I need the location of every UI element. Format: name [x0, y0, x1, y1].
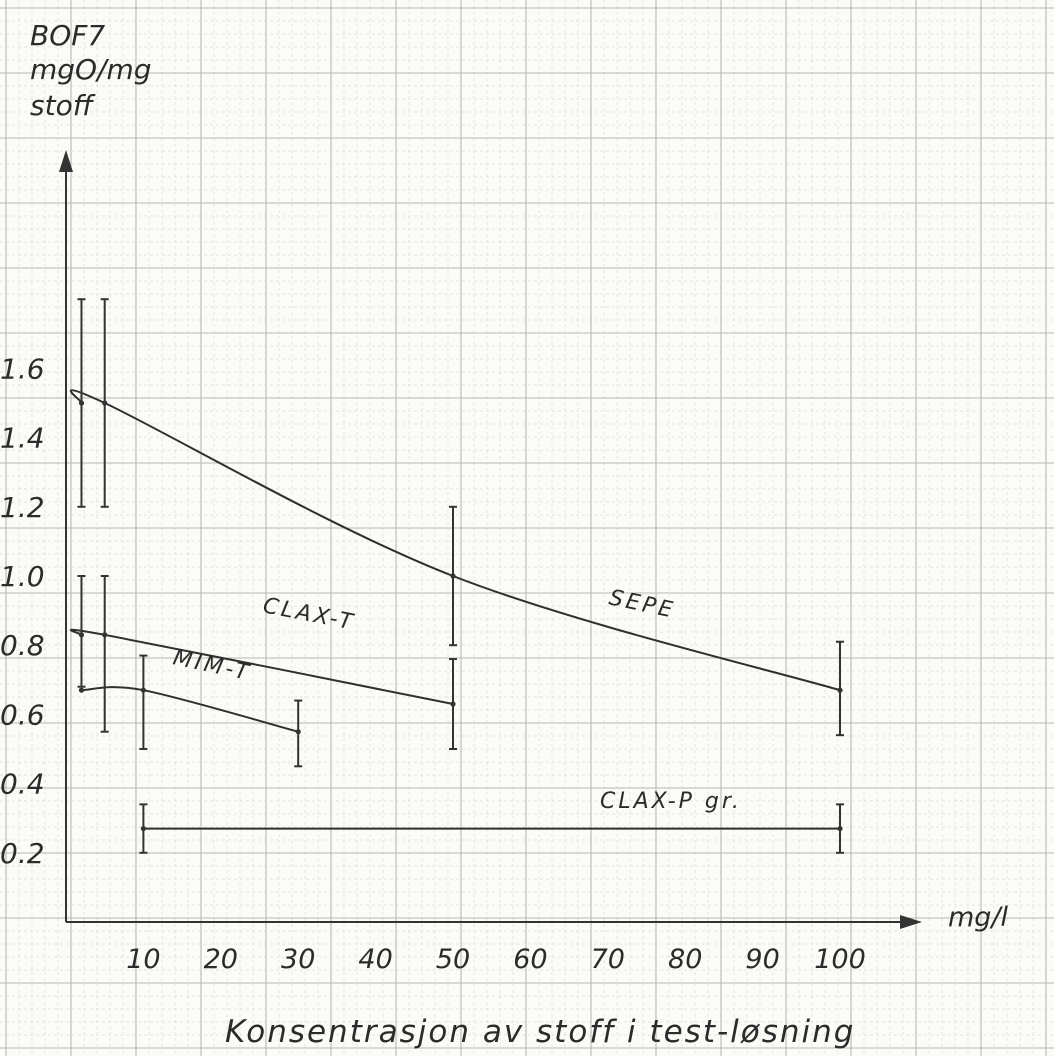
x-axis-title: Konsentrasjon av stoff i test-løsning	[225, 1014, 856, 1050]
series-label: CLAX-T	[261, 593, 358, 635]
x-tick-label: 40	[358, 944, 392, 975]
y-tick-label: 1.6	[0, 352, 45, 385]
y-tick-label: 0.2	[0, 837, 45, 870]
data-point-mim-t	[140, 687, 146, 693]
data-point-clax-p-gr	[837, 825, 843, 832]
series-layer	[69, 298, 844, 854]
tick-labels: 10 20 30 40 50 60 70 80 90 100 0.2 0.4 0.6 0.8 1.0 1.2 1…	[0, 352, 866, 975]
data-point-sepe	[837, 687, 843, 693]
y-tick-label: 0.4	[0, 768, 45, 801]
axes	[59, 150, 922, 929]
x-tick-label: 20	[204, 944, 238, 975]
data-point-clax-t	[450, 701, 456, 707]
x-tick-label: 90	[745, 944, 779, 975]
series-line-clax-t	[69, 628, 454, 706]
y-tick-label: 0.8	[0, 629, 45, 662]
series-label: MIM-T	[171, 645, 254, 686]
x-tick-label: 30	[281, 944, 315, 975]
data-point-sepe	[102, 400, 108, 406]
series-label: SEPE	[607, 585, 678, 623]
y-axis-arrowhead	[59, 150, 73, 172]
data-point-sepe	[78, 400, 85, 406]
data-point-clax-p-gr	[140, 825, 146, 832]
x-tick-label: 10	[126, 944, 160, 975]
x-tick-label: 50	[436, 944, 470, 975]
x-tick-label: 60	[513, 944, 547, 975]
data-point-clax-t	[78, 632, 85, 638]
x-axis-unit: mg/l	[948, 902, 1009, 933]
series-line-sepe	[69, 389, 841, 692]
x-tick-label: 70	[591, 944, 625, 975]
y-tick-label: 1.0	[0, 560, 45, 593]
y-tick-label: 1.2	[0, 491, 45, 524]
data-point-clax-t	[102, 632, 108, 638]
data-point-sepe	[450, 573, 456, 579]
y-tick-label: 0.6	[0, 698, 45, 731]
data-point-mim-t	[295, 729, 301, 735]
x-axis-arrowhead	[900, 915, 922, 929]
x-tick-label: 100	[814, 944, 866, 975]
data-point-mim-t	[78, 687, 85, 693]
y-axis-label-line-1: BOF7	[30, 19, 106, 52]
x-tick-label: 80	[668, 944, 702, 975]
y-axis-label-line-3: stoff	[30, 89, 93, 122]
series-label: CLAX-P gr.	[600, 789, 742, 814]
series-line-mim-t	[81, 686, 299, 733]
y-axis-label-line-2: mgO/mg	[30, 53, 152, 86]
y-tick-label: 1.4	[0, 422, 45, 455]
